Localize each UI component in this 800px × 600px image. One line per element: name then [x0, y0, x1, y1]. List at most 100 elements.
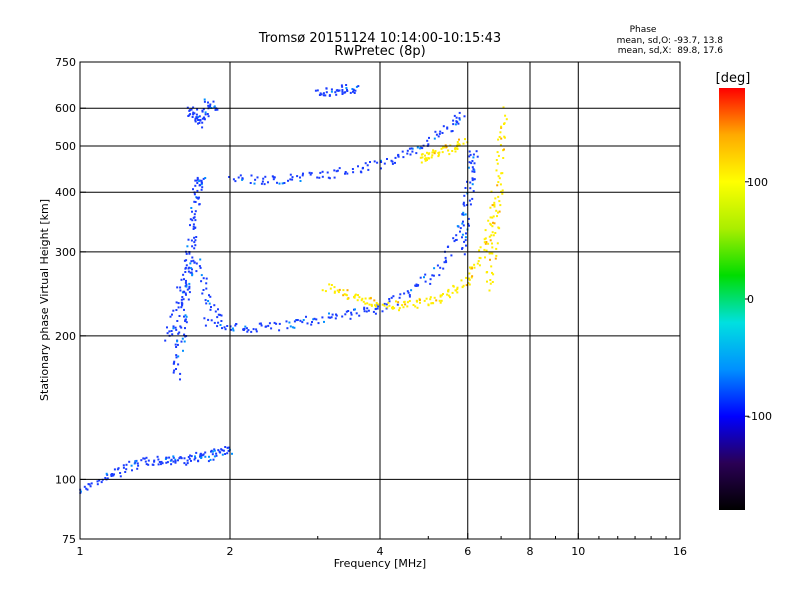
data-point	[217, 308, 219, 311]
data-point	[360, 171, 363, 174]
data-point	[408, 300, 411, 302]
data-point	[177, 302, 180, 305]
data-point	[299, 176, 301, 179]
data-point	[488, 252, 491, 255]
data-point	[250, 174, 253, 177]
data-point	[377, 305, 380, 308]
data-point	[491, 246, 494, 249]
data-point	[468, 155, 471, 158]
data-point	[479, 246, 482, 249]
data-point	[451, 130, 454, 132]
data-point	[214, 108, 217, 111]
data-point	[340, 84, 343, 87]
data-point	[174, 326, 177, 329]
data-point	[185, 285, 188, 288]
data-point	[187, 115, 190, 117]
data-point	[261, 180, 264, 183]
data-point	[198, 180, 201, 182]
data-point	[189, 454, 192, 457]
data-point	[196, 196, 199, 199]
data-point	[182, 349, 184, 352]
data-point	[496, 151, 499, 154]
data-point	[223, 326, 226, 329]
data-point	[408, 295, 411, 298]
data-point	[201, 109, 204, 112]
data-point	[424, 159, 427, 162]
data-point	[426, 159, 428, 161]
data-point	[278, 182, 281, 185]
data-point	[440, 147, 443, 150]
x-tick-label: 4	[377, 545, 384, 558]
data-point	[177, 459, 179, 462]
data-point	[440, 294, 443, 297]
data-point	[421, 147, 424, 150]
data-point	[465, 276, 468, 279]
x-tick-label: 1	[77, 545, 84, 558]
data-point	[391, 305, 394, 308]
data-point	[172, 456, 175, 459]
data-point	[430, 156, 433, 159]
data-point	[455, 116, 458, 119]
x-tick-label: 6	[464, 545, 471, 558]
data-point	[473, 169, 476, 172]
data-point	[213, 448, 216, 451]
data-point	[485, 241, 488, 243]
data-point	[231, 452, 233, 455]
data-point	[421, 153, 424, 156]
data-point	[157, 463, 160, 466]
data-point	[427, 143, 430, 146]
data-point	[227, 449, 230, 452]
data-point	[172, 460, 175, 463]
data-point	[383, 304, 386, 307]
x-tick-label: 2	[227, 545, 234, 558]
data-point	[363, 310, 366, 313]
data-point	[231, 327, 234, 330]
data-point	[198, 184, 201, 187]
data-point	[209, 458, 212, 461]
data-point	[442, 267, 445, 270]
data-point	[188, 282, 191, 285]
data-point	[463, 253, 466, 256]
data-point	[204, 324, 207, 327]
data-point	[201, 126, 204, 129]
data-point	[342, 289, 345, 292]
data-point	[312, 318, 315, 321]
data-point	[122, 464, 125, 467]
data-point	[147, 463, 150, 466]
data-point	[368, 297, 371, 300]
data-point	[416, 284, 418, 287]
data-point	[210, 450, 212, 453]
data-point	[177, 332, 180, 335]
data-point	[329, 316, 332, 319]
data-point	[180, 306, 183, 309]
data-point	[182, 273, 185, 276]
data-point	[366, 302, 369, 305]
data-point	[364, 302, 367, 305]
data-point	[296, 175, 299, 178]
data-point	[468, 161, 471, 164]
data-point	[184, 327, 186, 330]
data-point	[134, 460, 137, 463]
data-point	[487, 219, 490, 222]
data-point	[484, 256, 486, 259]
data-point	[201, 454, 204, 457]
data-point	[401, 150, 404, 153]
data-point	[171, 333, 174, 336]
data-point	[341, 85, 344, 88]
data-point	[469, 187, 472, 190]
data-point	[207, 300, 210, 302]
data-point	[418, 299, 421, 301]
data-point	[357, 85, 360, 88]
data-point	[462, 203, 465, 206]
data-point	[203, 116, 205, 119]
data-point	[296, 319, 299, 321]
data-point	[334, 317, 337, 320]
data-point	[260, 182, 263, 185]
data-point	[489, 258, 491, 261]
data-point	[444, 256, 447, 259]
data-point	[222, 449, 225, 452]
data-point	[497, 195, 500, 198]
data-point	[369, 297, 372, 300]
data-point	[196, 176, 199, 179]
data-point	[178, 315, 181, 317]
